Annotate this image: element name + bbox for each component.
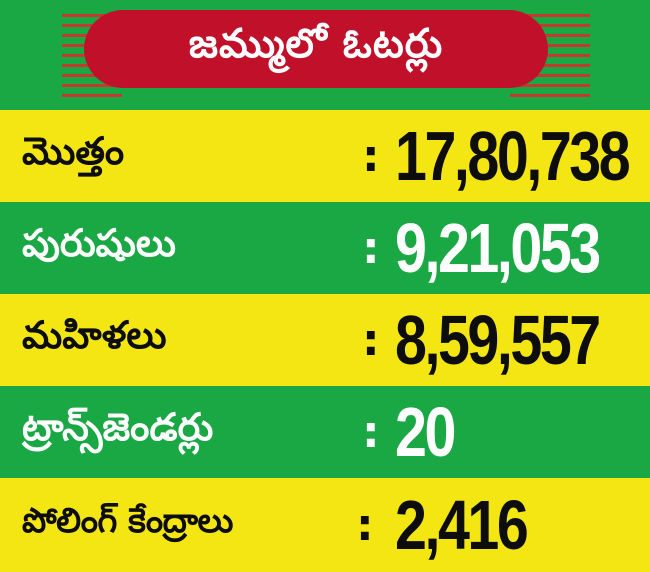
stat-row-total: మొత్తం : 17,80,738: [0, 110, 650, 202]
decorative-stripes-right: [510, 14, 590, 97]
stat-value: 2,416: [395, 486, 529, 564]
stat-value: 8,59,557: [395, 301, 601, 379]
title-pill: జమ్ములో ఓటర్లు: [84, 10, 548, 88]
stat-label: పోలింగ్ కేంద్రాలు: [22, 501, 233, 541]
stat-label: మొత్తం: [22, 129, 125, 173]
page-title: జమ్ములో ఓటర్లు: [188, 21, 444, 67]
stat-separator: :: [362, 130, 380, 182]
stat-value: 17,80,738: [395, 117, 631, 195]
stat-row-polling-stations: పోలింగ్ కేంద్రాలు : 2,416: [0, 478, 650, 572]
stat-label: ట్రాన్స్‌జెండర్లు: [22, 405, 214, 449]
stat-value: 9,21,053: [395, 209, 601, 287]
stat-row-transgender: ట్రాన్స్‌జెండర్లు : 20: [0, 386, 650, 478]
stat-separator: :: [362, 314, 380, 366]
stat-separator: :: [356, 499, 374, 551]
stat-separator: :: [362, 406, 380, 458]
stat-label: మహిళలు: [22, 313, 167, 357]
stat-row-women: మహిళలు : 8,59,557: [0, 294, 650, 386]
stat-separator: :: [362, 222, 380, 274]
header-banner: జమ్ములో ఓటర్లు: [0, 0, 650, 110]
stat-value: 20: [395, 393, 456, 471]
stat-row-men: పురుషులు : 9,21,053: [0, 202, 650, 294]
stat-label: పురుషులు: [22, 221, 176, 265]
